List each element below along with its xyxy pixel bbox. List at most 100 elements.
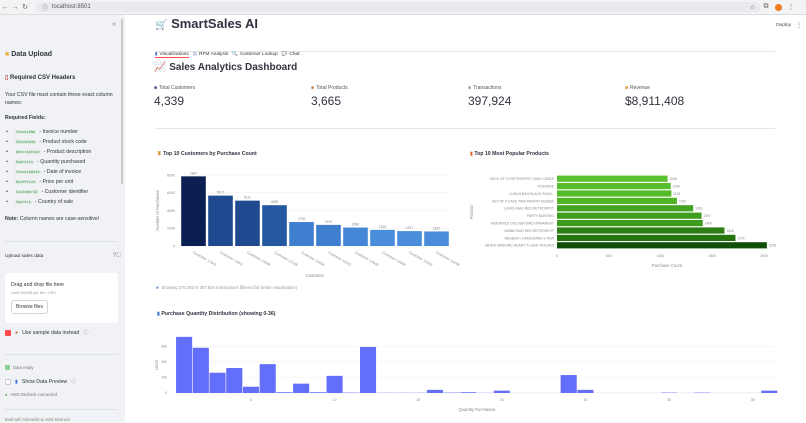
products-chart-title-text: Top 10 Most Popular Products bbox=[474, 151, 549, 157]
bedrock-status: ● AWS Bedrock connected bbox=[5, 392, 57, 397]
reload-icon[interactable]: ↻ bbox=[22, 4, 28, 11]
data-label: 1159 bbox=[679, 199, 686, 203]
sidebar-scrollbar[interactable] bbox=[121, 19, 123, 184]
case-note: Note: Column names are case-sensitive! bbox=[5, 216, 99, 222]
x-tick-label: Customer 14298 bbox=[435, 250, 460, 267]
forward-icon[interactable]: → bbox=[11, 3, 19, 11]
help-icon[interactable]: ⓘ bbox=[71, 379, 77, 385]
field-item: StockCode- Product stock code bbox=[6, 137, 91, 147]
sidebar: « ■ Data Upload ▯ Required CSV Headers Y… bbox=[0, 15, 125, 423]
y-tick-label: REGENCY CAKESTAND 3 TIER bbox=[504, 236, 554, 240]
profile-avatar[interactable] bbox=[775, 3, 782, 11]
clipboard-icon: ▯ bbox=[5, 75, 9, 81]
metric-label-text: Total Products bbox=[316, 85, 348, 91]
help-icon[interactable]: ?⃝ bbox=[113, 253, 121, 259]
histogram-bar bbox=[493, 390, 510, 393]
note-text: Column names are case-sensitive! bbox=[18, 216, 100, 222]
metric-value: 4,339 bbox=[154, 94, 185, 108]
bar bbox=[557, 212, 702, 219]
histogram-bar bbox=[426, 389, 443, 393]
bar bbox=[557, 197, 677, 204]
help-icon[interactable]: ⓘ bbox=[83, 330, 89, 336]
bar bbox=[557, 227, 725, 234]
sidebar-title: ■ Data Upload bbox=[5, 51, 52, 58]
bar bbox=[289, 222, 314, 246]
sample-data-checkbox-row[interactable]: ● Use sample data instead ⓘ bbox=[5, 329, 88, 336]
y-tick-label: SET OF 3 CAKE TINS PANTRY DESIGN bbox=[492, 199, 555, 203]
bar bbox=[397, 231, 422, 246]
back-icon[interactable]: ← bbox=[1, 3, 9, 11]
x-tick-label: 1500 bbox=[708, 254, 716, 258]
folder-icon: ■ bbox=[5, 51, 10, 58]
csv-intro: Your CSV file must contain these exact c… bbox=[5, 92, 113, 106]
file-dropzone[interactable]: Drag and drop file here Limit 200MB per … bbox=[5, 273, 118, 323]
tab-icon: ▮ bbox=[155, 51, 158, 56]
info-icon: ■ bbox=[156, 285, 159, 290]
tab-visualizations[interactable]: ▮ Visualizations bbox=[155, 51, 189, 58]
field-desc: - Date of invoice bbox=[43, 169, 82, 175]
field-desc: - Country of sale bbox=[34, 199, 74, 205]
x-tick-label: 500 bbox=[606, 254, 612, 258]
browse-files-button[interactable]: Browse files bbox=[11, 300, 48, 314]
tab-customer-lookup[interactable]: 🔍 Customer Lookup bbox=[232, 51, 277, 57]
deploy-button[interactable]: Deploy bbox=[776, 23, 791, 28]
field-desc: - Customer identifier bbox=[41, 189, 89, 195]
field-desc: - Quantity purchased bbox=[37, 159, 86, 165]
app-title-text: SmartSales AI bbox=[171, 16, 259, 31]
x-tick-label: 0 bbox=[556, 254, 558, 258]
x-tick-label: Customer 17841 bbox=[192, 250, 217, 267]
cart-icon: 🛒 bbox=[155, 20, 168, 31]
bar bbox=[370, 229, 395, 246]
tab-rfm-analysis[interactable]: ▤ RFM Analysis bbox=[193, 51, 229, 57]
histogram-bar bbox=[326, 375, 343, 393]
histogram-bar bbox=[209, 372, 226, 393]
chart-icon: ▮ bbox=[157, 311, 160, 317]
csv-heading-text: Required CSV Headers bbox=[9, 75, 76, 81]
data-label: 4596 bbox=[271, 200, 279, 204]
x-tick-label: 30 bbox=[667, 398, 671, 402]
field-item: CustomerID- Customer identifier bbox=[6, 187, 91, 197]
data-label: 1099 bbox=[673, 185, 680, 189]
histogram-bar bbox=[192, 347, 209, 393]
bar bbox=[557, 234, 736, 241]
show-preview-row[interactable]: ▮ Show Data Preview ⓘ bbox=[5, 378, 76, 385]
x-tick-label: Customer 15311 bbox=[327, 250, 352, 267]
sample-data-checkbox[interactable] bbox=[5, 329, 11, 336]
field-desc: - Product description bbox=[43, 149, 92, 155]
address-bar[interactable]: ⓘ localhost:8501 ☆ bbox=[36, 2, 761, 12]
main-menu-icon[interactable]: ⋮ bbox=[796, 23, 802, 29]
bar bbox=[235, 200, 260, 246]
star-icon[interactable]: ☆ bbox=[749, 4, 755, 11]
x-tick-label: 10 bbox=[333, 398, 337, 402]
field-desc: - Price per unit bbox=[39, 179, 74, 185]
menu-icon[interactable]: ⋮ bbox=[787, 4, 795, 11]
histogram-bar bbox=[577, 389, 594, 393]
tab-label: Visualizations bbox=[159, 51, 189, 57]
show-preview-checkbox[interactable] bbox=[5, 378, 11, 385]
bar bbox=[557, 205, 694, 212]
metric-label: ■ Total Customers bbox=[154, 85, 195, 91]
app-title: 🛒 SmartSales AI bbox=[155, 16, 258, 31]
y-tick-label: 8000 bbox=[167, 173, 175, 177]
metric-icon: ■ bbox=[311, 85, 315, 91]
data-label: 1724 bbox=[737, 236, 744, 240]
x-axis-label: Purchase Count bbox=[652, 263, 683, 268]
x-tick-label: Customer 14606 bbox=[300, 250, 325, 267]
extensions-icon[interactable]: ⧉ bbox=[763, 3, 769, 10]
data-label: 1408 bbox=[705, 222, 712, 226]
field-desc: - Invoice number bbox=[39, 129, 78, 135]
products-chart-title: ▮ Top 10 Most Popular Products bbox=[470, 151, 549, 157]
tab-chat[interactable]: 💬 Chat bbox=[282, 51, 300, 57]
collapse-sidebar-icon[interactable]: « bbox=[112, 21, 116, 28]
histogram-title: ▮ Purchase Quantity Distribution (showin… bbox=[157, 311, 275, 317]
histogram-bar bbox=[560, 375, 577, 393]
histogram-bar bbox=[259, 364, 276, 393]
histogram-title-text: Purchase Quantity Distribution (showing … bbox=[161, 311, 276, 317]
check-icon bbox=[5, 365, 10, 370]
field-item: Country- Country of sale bbox=[6, 197, 91, 207]
data-label: 1316 bbox=[695, 207, 702, 211]
dashboard-title-text: Sales Analytics Dashboard bbox=[169, 62, 298, 73]
data-label: 1068 bbox=[670, 177, 677, 181]
divider bbox=[5, 409, 118, 410]
